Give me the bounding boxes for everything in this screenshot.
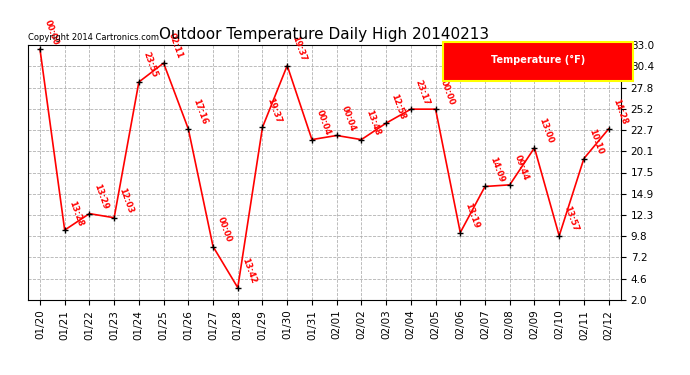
Text: 19:37: 19:37	[265, 96, 283, 124]
Text: 13:48: 13:48	[364, 109, 382, 137]
Text: 13:29: 13:29	[92, 183, 110, 211]
Text: 13:28: 13:28	[68, 199, 85, 227]
Text: 00:04: 00:04	[315, 109, 333, 137]
Text: 00:00: 00:00	[438, 78, 456, 106]
Text: 12:58: 12:58	[389, 92, 406, 120]
Text: 10:10: 10:10	[586, 128, 604, 156]
Title: Outdoor Temperature Daily High 20140213: Outdoor Temperature Daily High 20140213	[159, 27, 489, 42]
Text: 13:42: 13:42	[241, 256, 258, 285]
Text: 02:11: 02:11	[166, 32, 184, 60]
Text: 19:37: 19:37	[290, 35, 308, 63]
Text: Copyright 2014 Cartronics.com: Copyright 2014 Cartronics.com	[28, 33, 159, 42]
Text: 12:03: 12:03	[117, 187, 135, 215]
Text: 09:44: 09:44	[513, 154, 530, 182]
Text: 00:04: 00:04	[339, 105, 357, 133]
Text: 17:16: 17:16	[191, 98, 208, 126]
Text: 13:57: 13:57	[562, 205, 580, 233]
Text: 23:55: 23:55	[141, 51, 159, 79]
Text: 23:17: 23:17	[413, 78, 431, 106]
Text: Temperature (°F): Temperature (°F)	[491, 55, 585, 65]
Text: 00:00: 00:00	[216, 216, 233, 244]
Text: 00:00: 00:00	[43, 18, 60, 46]
Text: 13:00: 13:00	[538, 117, 555, 145]
Text: 13:19: 13:19	[463, 202, 481, 230]
FancyBboxPatch shape	[443, 42, 633, 81]
Text: 14:28: 14:28	[611, 98, 629, 126]
Text: 14:09: 14:09	[488, 156, 505, 184]
